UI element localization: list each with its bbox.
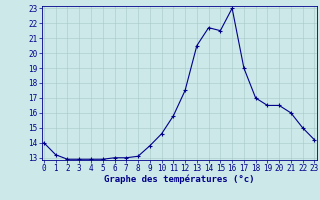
X-axis label: Graphe des températures (°c): Graphe des températures (°c) <box>104 175 254 184</box>
